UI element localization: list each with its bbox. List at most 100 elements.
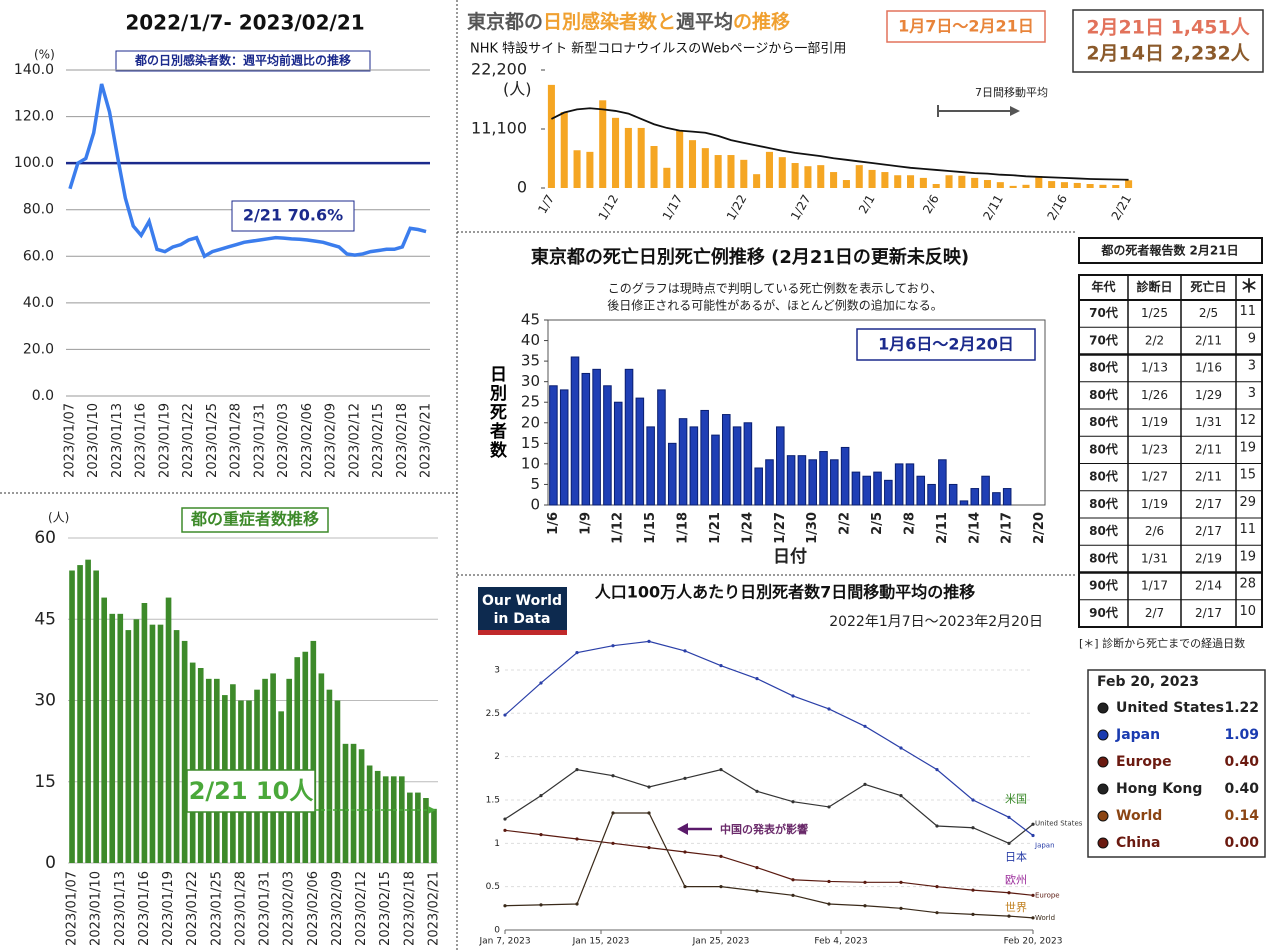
period: 1月7日〜2月21日 [898,17,1034,36]
x-tick-label: 2023/01/16 [134,403,149,478]
point [1031,893,1035,897]
y-tick-label: 2 [494,752,500,762]
table-frame [1078,274,1263,628]
bar [1073,182,1081,188]
x-tick-label: 1/6 [546,512,561,535]
point [1007,841,1011,845]
bar [549,385,558,506]
legend-value: 1.22 [1224,700,1259,716]
y-tick-label: 11,100 [471,119,527,138]
point [827,805,831,809]
bar [919,177,927,188]
point [791,800,795,804]
x-tick-label: 1/12 [596,192,622,222]
legend-name: World [1116,808,1162,824]
bar [817,165,825,188]
subtitle: 2022年1月7日〜2023年2月20日 [829,614,1043,630]
point [791,893,795,897]
x-tick-label: 2023/01/07 [62,403,77,478]
table-cell: 1/19 [1141,497,1168,511]
bar [907,175,915,188]
y-tick-label: 80.0 [23,202,54,218]
point [1007,815,1011,819]
note: 後日修正される可能性があるが、ほとんど例数の追加になる。 [607,298,942,313]
point [935,885,939,889]
logo-text: Our World [482,593,562,609]
legend-title: Feb 20, 2023 [1097,674,1199,690]
bar [165,597,172,863]
bar [808,459,817,506]
table-note: [＊] 診断から死亡までの経過日数 [1079,636,1245,650]
bar [560,111,568,188]
bar [342,743,349,863]
x-tick-label: 2023/01/22 [185,871,200,946]
bar [657,389,666,506]
point [791,694,795,698]
table-cell: 1/31 [1141,551,1168,565]
point [503,713,507,717]
bar [85,559,91,863]
y-tick-label: 1.5 [486,795,500,805]
point [1007,914,1011,918]
x-tick-label: 2023/01/13 [110,403,125,478]
point [863,880,867,884]
table-cell: 1/29 [1195,388,1222,402]
x-tick-label: 2/8 [902,512,917,535]
bar [141,603,148,863]
arrow-head [428,806,436,814]
x-tick-label: 2023/02/21 [419,403,434,478]
point [935,911,939,915]
label-box [1072,9,1264,73]
arrow-head [677,823,688,835]
title-part: 東京都の [467,10,543,33]
bar [77,565,83,863]
bar [776,426,785,506]
point [791,878,795,882]
x-tick-label: 2023/01/25 [205,403,220,478]
x-tick-label: 1/12 [611,512,626,544]
x-tick-label: 2023/02/15 [371,403,386,478]
legend-swatch [1097,783,1109,795]
bar [382,776,389,863]
legend-swatch [1097,810,1109,822]
bar [612,117,620,188]
plot-frame [547,319,1046,506]
x-tick-label: 2023/02/06 [300,403,315,478]
bar [868,169,876,188]
point [1007,891,1011,895]
x-tick-label: 2023/02/06 [306,871,321,946]
bar [1048,181,1056,188]
point [719,885,723,889]
point [863,782,867,786]
x-tick-label: 2023/01/22 [181,403,196,478]
point [899,906,903,910]
bar [117,613,124,863]
legend-value: 0.14 [1224,808,1259,824]
bar [765,151,773,188]
table-cell: 19 [1239,549,1256,564]
x-tick-label: 1/21 [708,512,723,544]
x-tick-label: 2/11 [980,192,1006,222]
legend-name: Japan [1115,727,1160,743]
bar [740,159,748,188]
x-tick-label: Jan 15, 2023 [572,937,630,947]
bar [270,673,276,863]
x-tick-label: 2023/02/03 [276,403,291,478]
point [683,776,687,780]
y-tick-label: 140.0 [14,62,54,78]
bar [894,175,902,188]
point [899,794,903,798]
table-cell: 11 [1239,304,1256,319]
label-box [886,10,1046,43]
point [719,768,723,772]
x-tick-label: 2023/02/18 [402,871,417,946]
bar [753,174,761,188]
x-tick-label: 2023/02/12 [347,403,362,478]
y-tick-label: 45 [34,609,56,629]
series-label: 欧州 [1005,873,1027,886]
point [971,888,975,892]
table-cell: 2/11 [1195,333,1222,347]
table-header: 死亡日 [1190,279,1226,294]
bar [125,630,132,863]
bar [743,422,753,506]
